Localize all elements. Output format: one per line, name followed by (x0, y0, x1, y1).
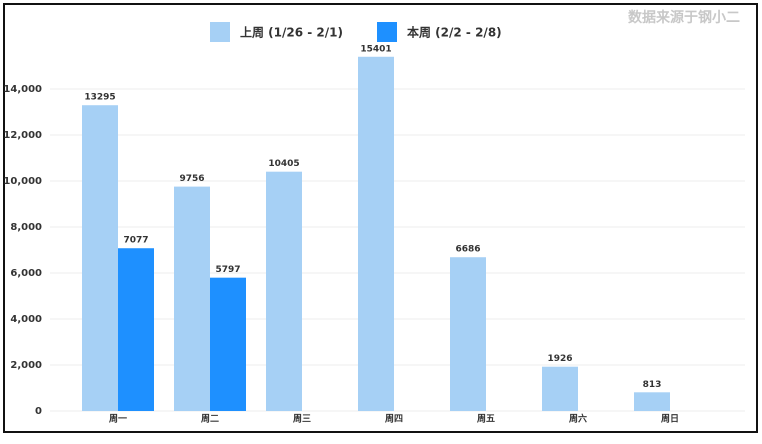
y-tick-label: 14,000 (3, 84, 42, 95)
x-tick-label: 周日 (661, 414, 679, 425)
y-tick-label: 4,000 (10, 314, 42, 325)
value-label: 15401 (360, 44, 391, 54)
legend-swatch (210, 22, 230, 42)
bar (266, 171, 302, 411)
legend-swatch (377, 22, 397, 42)
bar (634, 392, 670, 411)
y-tick-label: 2,000 (10, 360, 42, 371)
bar (450, 257, 486, 411)
value-label: 6686 (455, 245, 480, 255)
x-tick-label: 周五 (477, 414, 495, 425)
bar (82, 105, 118, 411)
x-tick-label: 周一 (109, 414, 127, 425)
value-label: 7077 (123, 236, 148, 246)
source-watermark: 数据来源于钢小二 (628, 9, 740, 26)
y-tick-label: 8,000 (10, 222, 42, 233)
y-tick-label: 12,000 (3, 130, 42, 141)
y-tick-label: 0 (35, 406, 42, 417)
y-tick-label: 10,000 (3, 176, 42, 187)
legend-label: 本周 (2/2 - 2/8) (407, 25, 502, 40)
value-label: 9756 (179, 174, 204, 184)
x-tick-label: 周二 (201, 414, 219, 425)
value-label: 5797 (215, 265, 240, 275)
bar (358, 56, 394, 411)
value-label: 813 (643, 380, 662, 390)
x-tick-label: 周三 (293, 414, 311, 425)
bar (542, 366, 578, 411)
value-label: 13295 (84, 93, 115, 103)
bar (118, 248, 154, 411)
value-label: 10405 (268, 159, 299, 169)
x-tick-label: 周四 (385, 414, 403, 425)
x-tick-label: 周六 (569, 413, 587, 425)
bar (174, 186, 210, 411)
bar (210, 277, 246, 411)
legend-label: 上周 (1/26 - 2/1) (240, 25, 343, 40)
value-label: 1926 (547, 354, 572, 364)
y-tick-label: 6,000 (10, 268, 42, 279)
